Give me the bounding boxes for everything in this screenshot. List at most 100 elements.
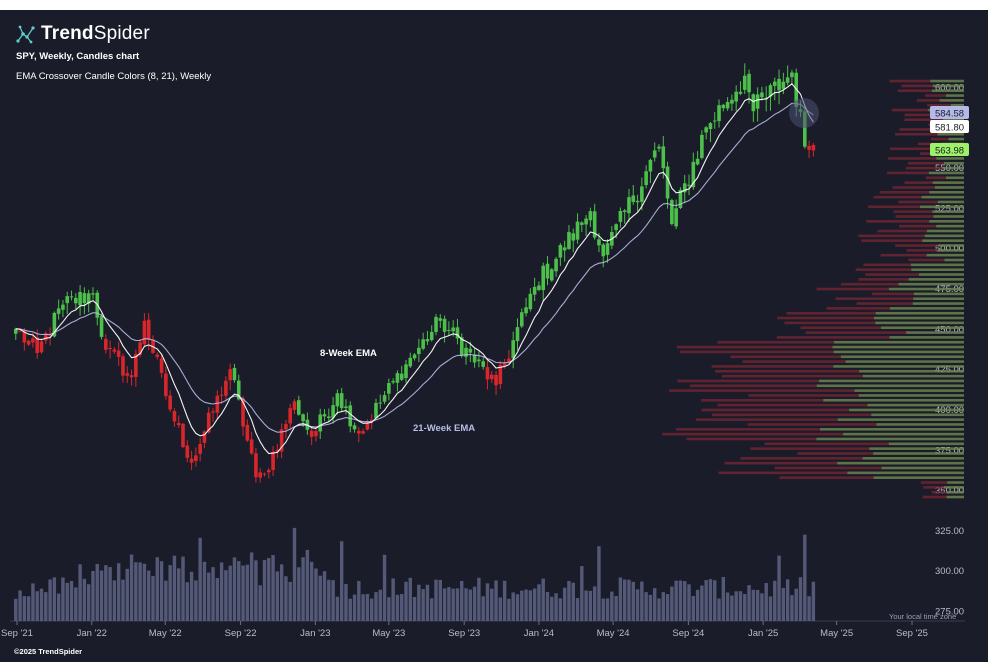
volume-profile-bull xyxy=(847,471,964,475)
volume-bar xyxy=(138,562,142,621)
candle-body xyxy=(43,333,48,341)
timezone-note: Your local time zone xyxy=(889,612,956,621)
candle-body xyxy=(39,341,44,353)
volume-profile-bull xyxy=(843,432,964,436)
volume-profile-bear xyxy=(907,161,944,165)
volume-profile-bull xyxy=(911,268,964,271)
volume-profile-bull xyxy=(946,176,964,180)
volume-profile-bull xyxy=(816,384,964,388)
volume-bar xyxy=(129,554,134,621)
candle-body xyxy=(580,222,584,225)
candle-body xyxy=(635,200,640,203)
volume-profile-bear xyxy=(740,457,863,460)
candle-body xyxy=(558,245,563,258)
candle-body xyxy=(399,373,404,380)
volume-bar xyxy=(228,565,232,621)
candle-body xyxy=(485,367,490,380)
volume-profile-bear xyxy=(786,311,876,315)
volume-profile-bull xyxy=(926,253,964,257)
volume-bar xyxy=(532,588,537,621)
volume-bar xyxy=(760,593,764,621)
volume-profile-bull xyxy=(946,490,964,494)
volume-profile-bull xyxy=(888,287,964,291)
volume-profile-bull xyxy=(859,369,964,373)
candle-body xyxy=(772,81,777,86)
volume-bar xyxy=(477,577,481,621)
volume-profile-bear xyxy=(923,486,944,489)
volume-bar xyxy=(511,592,515,621)
volume-profile-bull xyxy=(912,302,964,305)
candle-body xyxy=(472,354,477,363)
candle-body xyxy=(215,395,220,413)
candle-body xyxy=(760,92,764,98)
volume-bar xyxy=(588,590,593,621)
volume-profile-bear xyxy=(855,268,912,271)
volume-profile-bull xyxy=(913,292,964,296)
candle-body xyxy=(22,330,27,343)
volume-bar xyxy=(177,568,181,621)
candle-body xyxy=(807,145,811,150)
volume-bar xyxy=(605,598,610,621)
volume-bar xyxy=(207,572,211,621)
chart-subtitle: SPY, Weekly, Candles chart xyxy=(16,51,140,62)
volume-profile-bull xyxy=(945,94,964,97)
volume-bar xyxy=(447,587,451,621)
volume-bar xyxy=(764,583,768,621)
volume-bar xyxy=(74,587,78,621)
candle-body xyxy=(344,406,348,409)
candle-body xyxy=(730,99,734,104)
x-tick-label: Sep '24 xyxy=(672,628,704,639)
volume-profile-bear xyxy=(701,408,850,412)
volume-bar xyxy=(648,594,653,621)
volume-profile-bull xyxy=(926,229,964,233)
copyright: ©2025 TrendSpider xyxy=(14,647,83,656)
candle-body xyxy=(104,338,108,350)
candle-body xyxy=(48,335,52,337)
volume-bar xyxy=(425,584,430,621)
candle-body xyxy=(35,337,40,354)
candle-body xyxy=(717,105,721,122)
candle-body xyxy=(477,359,481,362)
volume-bar xyxy=(22,596,27,621)
candle-body xyxy=(296,400,301,415)
candle-body xyxy=(335,393,340,407)
volume-bar xyxy=(773,580,777,621)
brand-name-light: Spider xyxy=(93,23,150,44)
volume-profile-bear xyxy=(865,273,920,276)
volume-bar xyxy=(490,588,494,621)
volume-profile-bull xyxy=(867,403,964,407)
volume-profile-bull xyxy=(921,195,964,199)
candle-body xyxy=(378,402,383,404)
candle-body xyxy=(134,353,138,377)
volume-bar xyxy=(438,579,443,621)
volume-bar xyxy=(288,581,292,621)
volume-profile-bear xyxy=(879,190,930,194)
volume-bar xyxy=(695,589,700,621)
volume-bar xyxy=(322,571,327,621)
volume-bar xyxy=(404,581,408,621)
x-tick-label: Jan '24 xyxy=(524,628,554,639)
volume-bar xyxy=(743,594,747,621)
volume-profile-bear xyxy=(784,321,876,325)
volume-profile-bull xyxy=(948,137,964,141)
volume-profile-bull xyxy=(937,200,964,204)
volume-profile-bull xyxy=(858,394,964,397)
candle-body xyxy=(13,328,18,334)
candle-body xyxy=(327,416,331,418)
y-tick-label: 325.00 xyxy=(935,526,964,537)
candle-body xyxy=(412,354,417,359)
volume-profile-bear xyxy=(742,360,846,363)
volume-profile-bear xyxy=(889,79,931,83)
volume-bar xyxy=(704,580,708,621)
volume-profile-bear xyxy=(686,437,817,441)
volume-profile-bear xyxy=(866,220,930,223)
chart-frame xyxy=(0,10,988,662)
volume-bar xyxy=(507,598,511,621)
volume-bar xyxy=(327,579,331,621)
candle-body xyxy=(511,340,516,359)
candle-body xyxy=(279,429,284,452)
volume-profile-bull xyxy=(873,452,964,455)
volume-profile-bear xyxy=(893,210,933,213)
volume-profile-bear xyxy=(721,374,863,378)
